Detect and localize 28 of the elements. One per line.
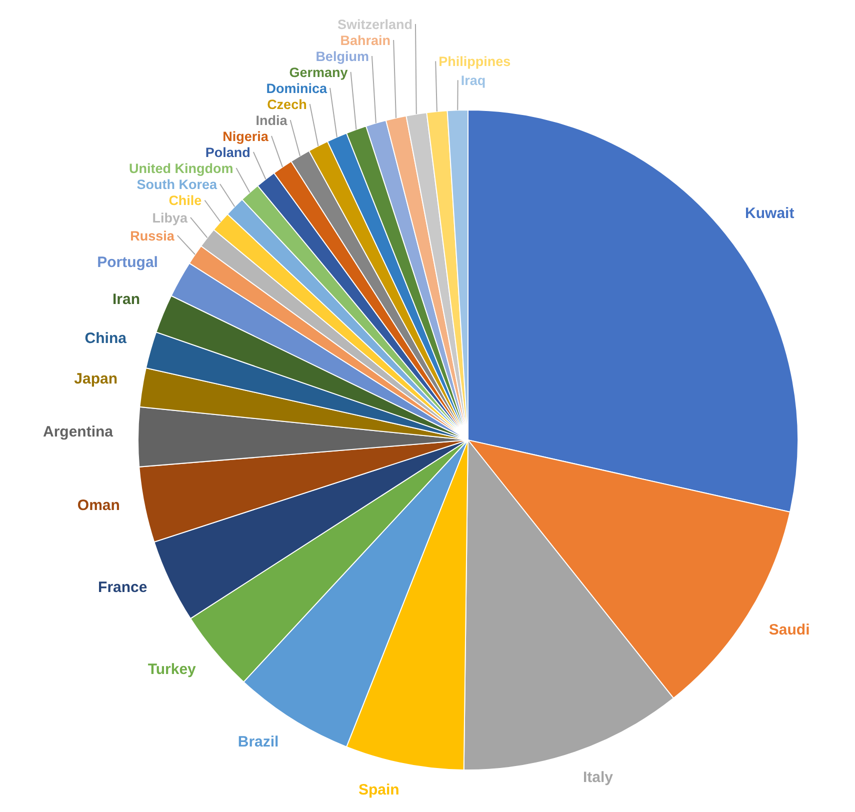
slice-label: Philippines xyxy=(438,54,511,70)
slice-label: Poland xyxy=(205,144,250,160)
slice-label: Iran xyxy=(112,291,140,308)
slice-label: Dominica xyxy=(266,80,328,96)
slice-label: Oman xyxy=(77,496,120,514)
slice-label: Italy xyxy=(582,768,614,786)
slice-label: Libya xyxy=(152,210,188,226)
slice-label: Kuwait xyxy=(745,205,794,222)
slice-label: Russia xyxy=(130,228,175,244)
slice-label: Nigeria xyxy=(222,128,269,144)
slice-label: Chile xyxy=(168,193,202,208)
slice-label: United Kingdom xyxy=(128,160,234,176)
slice-label: Japan xyxy=(74,370,118,388)
slice-label: Portugal xyxy=(97,254,158,272)
slice-label: Belgium xyxy=(316,48,369,64)
slice-label: India xyxy=(256,112,288,128)
slice-label: Spain xyxy=(358,781,400,798)
slice-label: Turkey xyxy=(148,661,197,678)
slice-label: South Korea xyxy=(136,176,218,192)
slice-label: Brazil xyxy=(238,733,279,750)
slice-label: Bahrain xyxy=(340,32,391,48)
slice-label: Czech xyxy=(267,96,307,112)
slice-label: Germany xyxy=(289,64,348,80)
slice-label: Argentina xyxy=(43,424,114,441)
slice-label: Iraq xyxy=(460,73,486,88)
slice-label: France xyxy=(98,579,148,596)
slice-label: China xyxy=(84,330,128,348)
slice-label: Saudi xyxy=(768,621,810,638)
